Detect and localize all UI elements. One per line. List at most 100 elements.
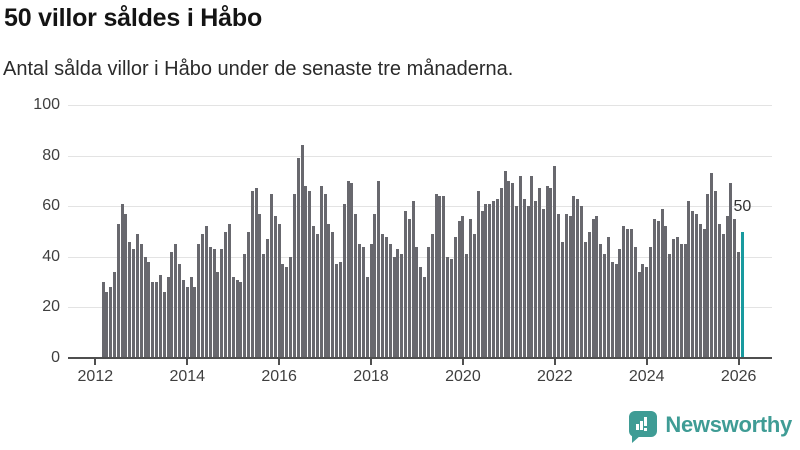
- bar: [717, 223, 721, 358]
- bar: [235, 279, 239, 358]
- x-axis-tick: [461, 359, 464, 365]
- bar: [580, 206, 584, 358]
- y-gridline: [68, 155, 772, 157]
- bar: [243, 254, 247, 358]
- bar: [300, 145, 304, 358]
- bar: [189, 277, 193, 358]
- bar: [714, 191, 718, 358]
- bar: [109, 287, 113, 358]
- newsworthy-bubble-chart-icon: [629, 411, 658, 443]
- bar: [572, 196, 576, 358]
- bar: [281, 264, 285, 358]
- bar: [258, 213, 262, 358]
- bar: [541, 208, 545, 358]
- bar: [170, 251, 174, 358]
- bar: [465, 254, 469, 358]
- bar: [381, 234, 385, 358]
- bar: [702, 228, 706, 358]
- bar: [327, 223, 331, 358]
- bar: [641, 264, 645, 358]
- bar: [469, 218, 473, 358]
- x-axis-tick-label: 2020: [445, 368, 481, 385]
- bar: [691, 211, 695, 358]
- bar: [266, 239, 270, 358]
- bar: [683, 244, 687, 358]
- x-axis-tick: [553, 359, 556, 365]
- bar: [250, 191, 254, 358]
- bar: [591, 218, 595, 358]
- bar: [197, 244, 201, 358]
- latest-value-label: 50: [733, 197, 752, 215]
- bar: [204, 226, 208, 358]
- bar: [568, 216, 572, 358]
- bar: [162, 292, 166, 358]
- bar: [438, 196, 442, 358]
- bar: [652, 218, 656, 358]
- bar: [178, 264, 182, 358]
- bar: [545, 185, 549, 358]
- bar: [105, 292, 109, 358]
- bar: [296, 158, 300, 358]
- bar: [231, 277, 235, 358]
- bar: [668, 254, 672, 358]
- chart-subtitle: Antal sålda villor i Håbo under de senas…: [3, 58, 514, 80]
- bar: [622, 226, 626, 358]
- bar: [365, 277, 369, 358]
- bar: [124, 213, 128, 358]
- bar: [220, 249, 224, 358]
- bar: [629, 228, 633, 358]
- bar: [112, 271, 116, 358]
- bar: [120, 203, 124, 358]
- x-axis-tick-label: 2026: [720, 368, 757, 385]
- bar: [446, 256, 450, 358]
- bar: [530, 175, 534, 358]
- bar: [645, 266, 649, 358]
- bar: [576, 198, 580, 358]
- bar: [472, 234, 476, 358]
- bar: [128, 241, 132, 358]
- bar: [484, 203, 488, 358]
- newsworthy-logo: Newsworthy: [629, 411, 792, 443]
- y-gridline: [68, 256, 772, 258]
- bar: [538, 188, 541, 358]
- bar: [637, 271, 641, 358]
- bar: [480, 211, 484, 358]
- bar: [733, 218, 737, 358]
- bar: [289, 256, 293, 358]
- x-axis-line: [68, 357, 772, 359]
- bar: [369, 244, 373, 358]
- y-axis-tick-label: 60: [42, 197, 60, 215]
- bar: [411, 201, 415, 358]
- bar: [453, 236, 457, 358]
- x-axis-tick: [94, 359, 97, 365]
- bar: [323, 193, 327, 358]
- bar: [488, 203, 492, 358]
- bar: [227, 223, 231, 358]
- bar: [377, 180, 381, 358]
- bar: [407, 218, 411, 358]
- bar: [335, 264, 339, 358]
- bar: [495, 198, 499, 358]
- bar: [116, 223, 120, 358]
- x-axis-tick-label: 2018: [353, 368, 389, 385]
- bar: [606, 236, 610, 358]
- bar: [672, 239, 676, 358]
- bar: [687, 201, 691, 358]
- bar: [155, 282, 159, 358]
- bar: [415, 246, 419, 358]
- bar: [139, 244, 143, 358]
- bar: [461, 216, 465, 358]
- bar: [503, 170, 507, 358]
- bar: [319, 185, 323, 358]
- bar: [254, 188, 258, 358]
- bar: [166, 277, 170, 358]
- bar: [331, 231, 335, 358]
- y-axis-tick-label: 100: [33, 96, 60, 113]
- bar: [675, 236, 679, 358]
- bar: [292, 193, 296, 358]
- bar: [315, 234, 319, 358]
- bar: [101, 282, 105, 358]
- x-axis-tick-label: 2012: [77, 368, 114, 385]
- bar: [426, 246, 430, 358]
- bar: [396, 249, 400, 358]
